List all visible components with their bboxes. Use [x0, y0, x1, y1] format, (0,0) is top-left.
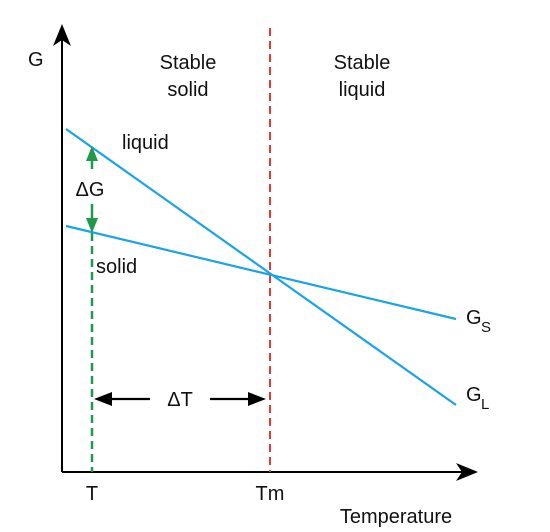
- liquid-line-label: liquid: [122, 132, 169, 154]
- region-solid-label-line2: solid: [167, 79, 208, 101]
- region-liquid-label-line1: Stable: [334, 52, 391, 74]
- delta-g-label: ΔG: [76, 179, 105, 201]
- delta-t-label: ΔT: [167, 389, 193, 411]
- gl-label-subscript: L: [481, 396, 489, 413]
- gs-label-subscript: S: [481, 319, 491, 336]
- y-axis-arrowhead: [53, 24, 71, 46]
- y-axis-label: G: [28, 49, 44, 71]
- region-solid-label-line1: Stable: [160, 52, 217, 74]
- x-tick-tm: Tm: [256, 483, 285, 505]
- gs-label-main: G: [466, 307, 482, 329]
- gs-label: G S: [466, 307, 491, 336]
- region-liquid-label-line2: liquid: [339, 79, 386, 101]
- liquid-free-energy-line: [65, 128, 457, 406]
- solid-free-energy-line: [65, 224, 457, 321]
- solid-line-label: solid: [96, 256, 137, 278]
- x-axis-arrowhead: [456, 463, 478, 481]
- gl-label: G L: [466, 384, 489, 413]
- x-tick-t: T: [86, 483, 98, 505]
- delta-g-arrow: [86, 146, 98, 233]
- gl-label-main: G: [466, 384, 482, 406]
- x-axis-label: Temperature: [340, 506, 452, 528]
- delta-t-arrow: [94, 392, 266, 406]
